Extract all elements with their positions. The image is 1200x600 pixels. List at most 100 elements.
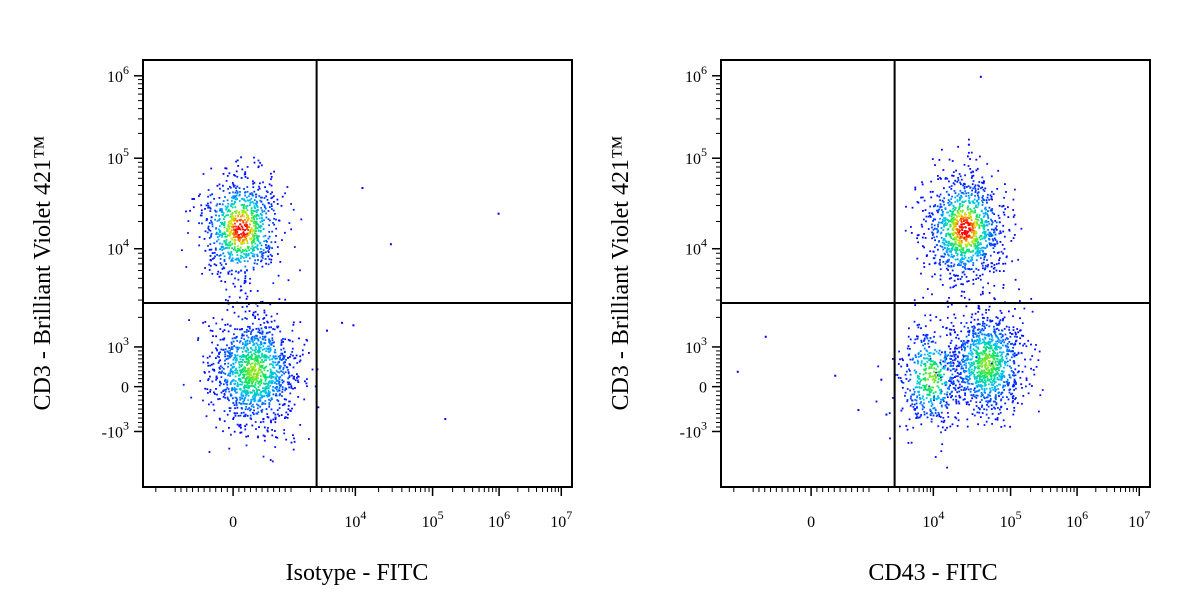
event-dot [225, 180, 228, 182]
event-dot [949, 233, 952, 235]
event-dot [241, 197, 243, 200]
event-dot [952, 238, 954, 241]
event-dot [276, 390, 279, 393]
event-dot [272, 412, 275, 414]
event-dot [236, 383, 239, 386]
event-dot [900, 409, 903, 412]
event-dot [978, 334, 981, 337]
event-dot [257, 165, 260, 168]
event-dot [251, 245, 254, 248]
event-dot [982, 360, 985, 363]
event-dot [964, 174, 966, 177]
event-dot [227, 203, 230, 205]
event-dot [924, 368, 927, 370]
event-dot [245, 355, 248, 357]
event-dot [974, 209, 976, 212]
event-dot [259, 221, 262, 223]
event-dot [208, 222, 211, 224]
event-dot [997, 388, 1000, 390]
event-dot [948, 200, 951, 203]
event-dot [916, 237, 918, 240]
event-dot [973, 198, 976, 201]
event-dot [254, 210, 257, 213]
event-dot [1011, 350, 1014, 352]
event-dot [935, 368, 937, 371]
event-dot [972, 328, 975, 330]
event-dot [236, 175, 239, 178]
event-dot [941, 220, 944, 223]
event-dot [294, 357, 297, 359]
event-dot [987, 366, 990, 369]
event-dot [217, 238, 220, 241]
event-dot [909, 404, 912, 407]
event-dot [977, 250, 979, 253]
event-dot [975, 206, 977, 208]
event-dot [997, 407, 999, 409]
event-dot [275, 394, 278, 397]
event-dot [270, 408, 273, 411]
event-dot [266, 320, 268, 323]
event-dot [250, 241, 253, 243]
event-dot [280, 414, 283, 416]
event-dot [1013, 214, 1016, 217]
event-dot [254, 396, 256, 399]
event-dot [1013, 378, 1016, 381]
event-dot [981, 222, 984, 224]
event-dot [254, 246, 257, 248]
event-dot [962, 226, 964, 229]
event-dot [976, 371, 979, 374]
event-dot [993, 351, 995, 353]
event-dot [961, 271, 964, 274]
event-dot [232, 401, 235, 404]
event-dot [254, 202, 257, 205]
event-dot [993, 406, 995, 409]
event-dot [1012, 374, 1014, 377]
event-dot [272, 195, 275, 198]
event-dot [269, 253, 272, 256]
event-dot [962, 249, 965, 251]
event-dot [267, 383, 269, 386]
event-dot [247, 358, 250, 360]
event-dot [942, 169, 945, 171]
event-dot [236, 346, 239, 349]
event-dot [1013, 355, 1016, 358]
event-dot [221, 235, 224, 238]
event-dot [950, 265, 953, 268]
event-dot [949, 378, 951, 381]
event-dot [243, 224, 246, 226]
event-dot [267, 218, 270, 221]
event-dot [235, 367, 237, 370]
event-dot [975, 238, 978, 241]
event-dot [189, 209, 191, 212]
event-dot [268, 246, 271, 249]
event-dot [965, 341, 968, 344]
event-dot [243, 384, 246, 387]
event-dot [993, 376, 996, 379]
event-dot [934, 204, 937, 206]
event-dot [955, 375, 958, 378]
event-dot [277, 380, 280, 382]
event-dot [263, 311, 266, 314]
event-dot [953, 353, 955, 356]
event-dot [977, 348, 980, 350]
event-dot [966, 357, 969, 359]
event-dot [986, 341, 988, 344]
event-dot [1004, 183, 1006, 185]
event-dot [1003, 213, 1006, 216]
event-dot [913, 361, 916, 364]
event-dot [279, 366, 281, 369]
event-dot [954, 275, 957, 277]
event-dot [252, 186, 255, 189]
event-dot [950, 213, 953, 215]
event-dot [289, 356, 291, 358]
event-dot [253, 372, 255, 375]
event-dot [917, 377, 920, 380]
event-dot [943, 256, 945, 258]
event-dot [257, 435, 259, 438]
event-dot [953, 279, 956, 282]
event-dot [1022, 344, 1024, 347]
event-dot [939, 199, 941, 202]
event-dot [949, 210, 952, 212]
event-dot [917, 381, 920, 384]
event-dot [256, 335, 258, 337]
